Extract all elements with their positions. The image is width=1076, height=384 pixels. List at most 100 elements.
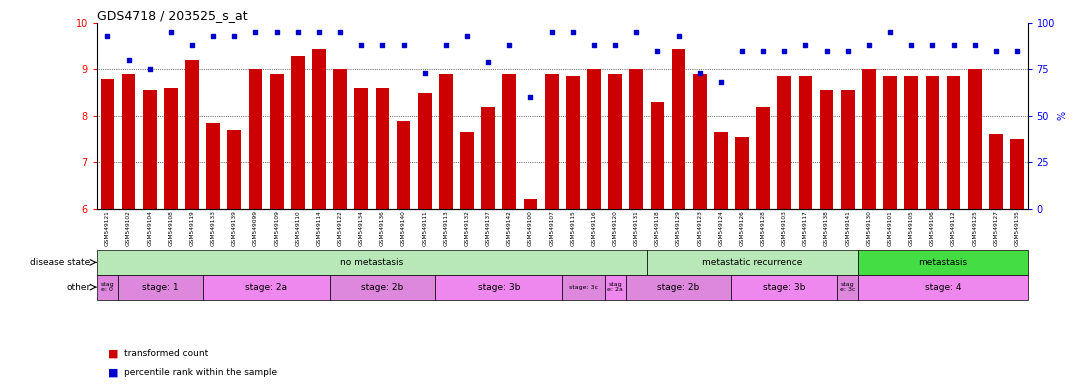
Bar (566, 76, 580, 209)
Point (500, 42, 518, 48)
Bar (354, 88, 368, 209)
Text: stag
e: 0: stag e: 0 (100, 282, 114, 292)
Bar (544, 74, 558, 209)
Point (268, 29, 285, 35)
Point (543, 29, 561, 35)
Bar (461, 132, 473, 209)
Point (881, 29, 898, 35)
Text: disease state: disease state (30, 258, 90, 267)
Bar (143, 90, 157, 209)
Point (99, 33, 116, 39)
Bar (714, 132, 727, 209)
Bar (651, 102, 664, 209)
Bar (334, 70, 346, 209)
Bar (841, 90, 854, 209)
Bar (629, 70, 643, 209)
Bar (185, 60, 199, 209)
Bar (227, 130, 241, 209)
Bar (904, 76, 918, 209)
Point (119, 57, 137, 63)
Bar (122, 74, 136, 209)
Point (945, 42, 962, 48)
Point (585, 42, 603, 48)
Point (924, 42, 942, 48)
Point (183, 42, 200, 48)
Point (395, 42, 412, 48)
Bar (671, 48, 685, 209)
Point (607, 42, 624, 48)
Point (861, 42, 878, 48)
Text: stage: 1: stage: 1 (142, 283, 179, 291)
Text: stag
e: 3c: stag e: 3c (840, 282, 855, 292)
Bar (376, 88, 390, 209)
Point (162, 29, 180, 35)
Bar (249, 70, 263, 209)
Point (289, 29, 307, 35)
Point (246, 29, 264, 35)
Point (1008, 48, 1025, 54)
Text: ■: ■ (108, 348, 118, 358)
Point (564, 29, 581, 35)
Bar (502, 74, 516, 209)
Bar (820, 90, 834, 209)
Point (353, 42, 370, 48)
Point (691, 70, 708, 76)
Bar (967, 70, 981, 209)
Bar (97, 250, 647, 275)
Point (670, 33, 688, 39)
Bar (756, 107, 770, 209)
Text: transformed count: transformed count (124, 349, 208, 358)
Bar (925, 76, 939, 209)
Bar (647, 250, 859, 275)
Bar (97, 275, 118, 300)
Bar (202, 275, 329, 300)
Bar (778, 76, 791, 209)
Bar (397, 121, 410, 209)
Bar (164, 88, 178, 209)
Point (416, 70, 434, 76)
Point (754, 48, 771, 54)
Text: other: other (67, 283, 90, 291)
Point (480, 59, 497, 65)
Bar (625, 275, 732, 300)
Bar (417, 93, 431, 209)
Bar (439, 74, 453, 209)
Bar (735, 137, 749, 209)
Point (712, 79, 730, 86)
Bar (883, 76, 897, 209)
Point (649, 48, 666, 54)
Bar (605, 275, 625, 300)
Point (839, 48, 856, 54)
Bar (862, 70, 876, 209)
Text: stage: 3b: stage: 3b (478, 283, 520, 291)
Bar (562, 275, 605, 300)
Text: metastatic recurrence: metastatic recurrence (703, 258, 803, 267)
Point (818, 48, 835, 54)
Point (458, 33, 476, 39)
Bar (989, 134, 1003, 209)
Point (204, 33, 222, 39)
Bar (436, 275, 562, 300)
Bar (587, 70, 600, 209)
Point (522, 94, 539, 100)
Bar (312, 48, 326, 209)
Text: stage: 2a: stage: 2a (245, 283, 287, 291)
Y-axis label: %: % (1058, 111, 1067, 121)
Point (627, 29, 645, 35)
Point (310, 29, 327, 35)
Point (903, 42, 920, 48)
Text: stag
e: 2a: stag e: 2a (607, 282, 623, 292)
Text: metastasis: metastasis (919, 258, 967, 267)
Bar (732, 275, 837, 300)
Bar (207, 123, 221, 209)
Text: stage: 3b: stage: 3b (763, 283, 806, 291)
Bar (859, 250, 1028, 275)
Point (734, 48, 751, 54)
Bar (329, 275, 436, 300)
Bar (118, 275, 202, 300)
Point (776, 48, 793, 54)
Point (797, 42, 815, 48)
Point (966, 42, 983, 48)
Text: ■: ■ (108, 367, 118, 377)
Bar (524, 199, 537, 209)
